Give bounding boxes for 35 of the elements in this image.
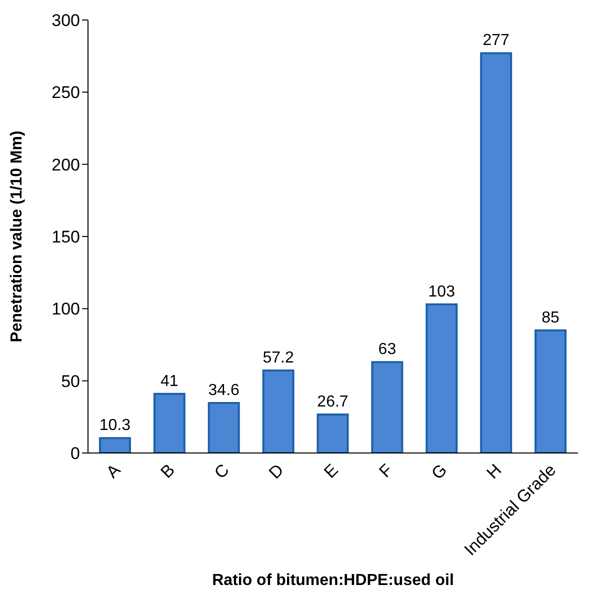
- bar: [98, 437, 131, 453]
- bar: [371, 361, 404, 453]
- data-label: 41: [160, 372, 178, 390]
- x-tick-label: G: [428, 460, 451, 484]
- data-label: 34.6: [208, 382, 240, 400]
- data-label: 63: [378, 341, 396, 358]
- x-tick-label: H: [483, 460, 506, 483]
- x-tick-label: A: [102, 460, 125, 482]
- x-axis-title: Ratio of bitumen:HDPE:used oil: [212, 572, 454, 589]
- x-tick-label: C: [210, 460, 233, 483]
- data-label: 103: [428, 283, 456, 300]
- bar: [262, 369, 294, 453]
- y-axis-title: Penetration value (1/10 Mm): [8, 130, 26, 342]
- data-label: 277: [482, 32, 510, 50]
- x-tick-label: B: [157, 460, 178, 482]
- y-tick-label: 0: [70, 444, 80, 464]
- bar: [426, 303, 458, 453]
- data-label: 10.3: [99, 417, 131, 434]
- data-label: 85: [542, 309, 560, 326]
- data-label: 57.2: [262, 349, 294, 366]
- y-tick-label: 200: [52, 155, 80, 174]
- x-tick-label: D: [265, 460, 288, 483]
- bar: [316, 413, 349, 453]
- bar: [480, 52, 512, 453]
- y-tick-label: 250: [52, 83, 80, 102]
- y-tick-label: 50: [61, 372, 80, 391]
- bar: [534, 329, 567, 453]
- data-label: 26.7: [317, 393, 348, 410]
- bar: [153, 392, 186, 453]
- y-tick-label: 300: [52, 11, 80, 30]
- x-tick-label: E: [320, 460, 342, 482]
- x-tick-label: F: [375, 460, 396, 482]
- bar: [208, 402, 240, 453]
- y-tick-label: 150: [52, 228, 80, 247]
- y-tick-label: 100: [52, 300, 80, 319]
